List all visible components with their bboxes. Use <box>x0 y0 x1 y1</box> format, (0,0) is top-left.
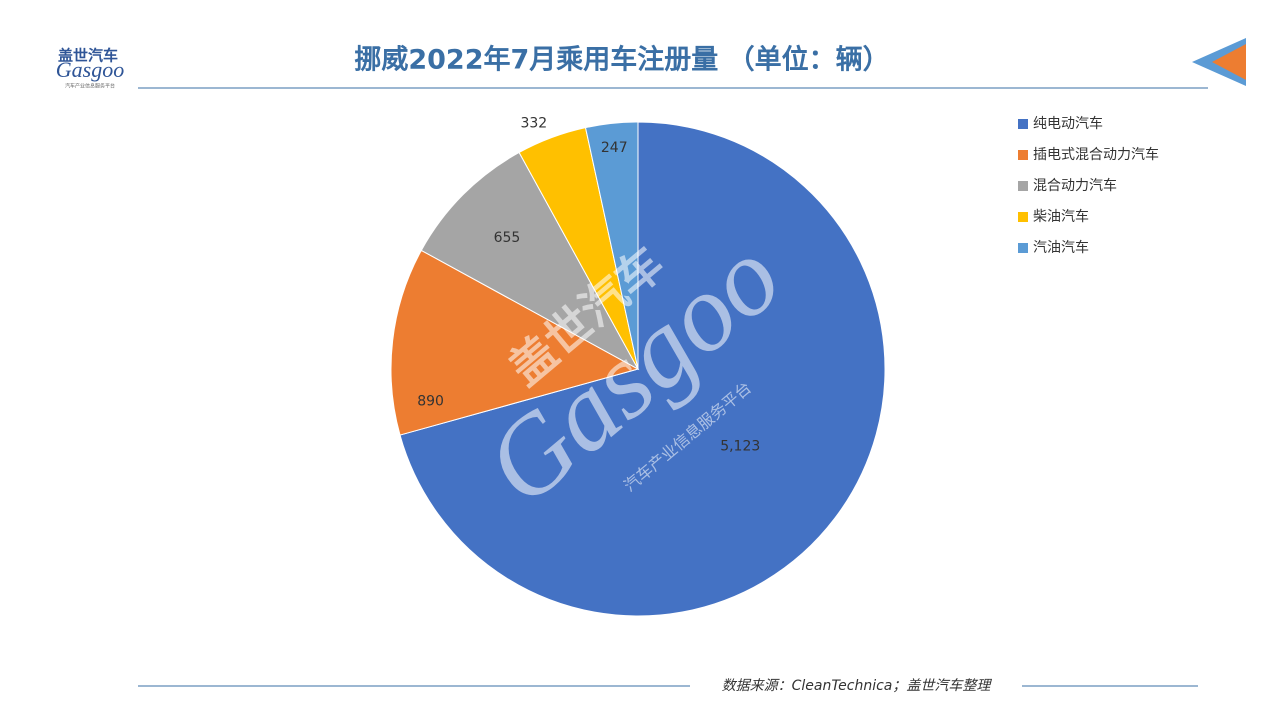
legend-swatch <box>1018 181 1028 191</box>
pie: 5,123 890 655 332 247 <box>390 115 886 617</box>
data-label: 890 <box>417 393 444 409</box>
logo-brand: Gasgoo <box>56 57 124 82</box>
pie-slice <box>390 249 640 436</box>
legend-label: 混合动力汽车 <box>1033 177 1117 194</box>
data-label: 247 <box>601 140 628 156</box>
pie-slice <box>399 121 886 617</box>
data-label: 655 <box>494 230 521 246</box>
logo-name: 盖世汽车 <box>58 47 118 65</box>
legend-label: 柴油汽车 <box>1033 208 1089 225</box>
logo-slogan: 汽车产业信息服务平台 <box>65 83 115 90</box>
source-note: 数据来源：CleanTechnica；盖世汽车整理 <box>722 678 993 694</box>
data-label: 5,123 <box>720 439 760 455</box>
legend-swatch <box>1018 212 1028 222</box>
deco-arrow <box>1212 44 1246 80</box>
legend-swatch <box>1018 119 1028 129</box>
legend-label: 汽油汽车 <box>1033 239 1089 256</box>
legend-label: 纯电动汽车 <box>1033 115 1103 132</box>
data-label: 332 <box>520 115 547 131</box>
pie-slice <box>420 151 640 371</box>
pie-slice <box>584 121 639 370</box>
chart-title: 挪威2022年7月乘用车注册量 （单位：辆） <box>354 44 889 76</box>
legend-swatch <box>1018 150 1028 160</box>
legend-swatch <box>1018 243 1028 253</box>
legend-label: 插电式混合动力汽车 <box>1033 146 1159 163</box>
